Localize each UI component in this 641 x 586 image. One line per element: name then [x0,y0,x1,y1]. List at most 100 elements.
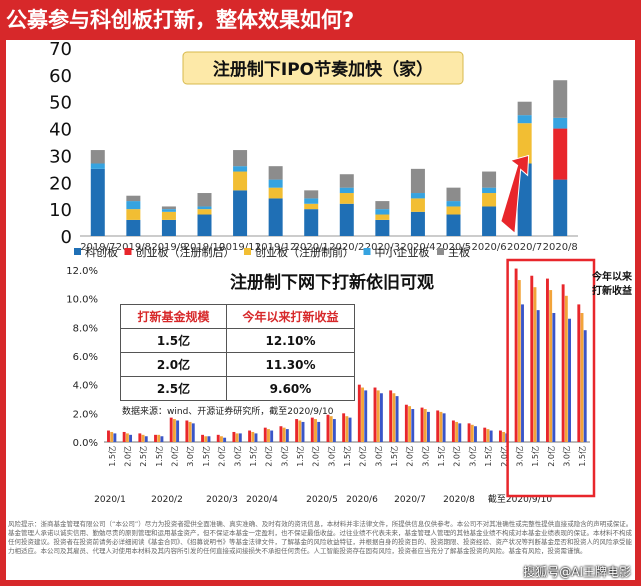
table-header: 今年以来打新收益 [226,304,355,329]
x-tick-label: 2020/5 [436,242,471,253]
bar-segment [339,193,354,204]
return-bar [285,429,289,442]
legend-swatch [363,248,371,255]
return-bar [423,409,427,442]
return-bar [329,416,333,442]
x-tick-label: 2.0亿 [170,446,180,467]
return-bar [122,431,126,442]
legend-swatch [74,248,81,255]
x-tick-label: 1.5亿 [530,446,540,467]
return-bar [530,275,534,442]
x-tick-label: 2019/12 [255,242,297,253]
return-bar [442,413,446,442]
bar-segment [197,214,212,236]
return-bar [207,436,211,442]
legend-swatch [124,248,132,255]
bar-segment [233,171,248,191]
return-bar [439,411,443,442]
return-bar [521,304,524,442]
return-bar [408,406,412,442]
bar-segment [233,166,248,172]
return-bar [204,436,208,442]
return-bar [279,426,283,442]
bar-segment [90,168,105,236]
x-tick-label: 2019/7 [80,242,115,253]
x-tick-label: 2020/7 [507,242,542,253]
x-tick-label: 1.5亿 [248,446,258,467]
table-header: 打新基金规模 [120,304,227,329]
growth-arrow [500,154,530,235]
x-tick-label: 3.0亿 [561,446,571,467]
return-bar [411,409,415,442]
bar-segment [482,193,497,207]
return-bar [185,420,189,442]
x-tick-label: 2.5亿 [138,446,148,467]
return-bar [201,434,205,442]
return-bar [267,429,270,442]
offline-ipo-return-chart: 0.0%2.0%4.0%6.0%8.0%10.0%12.0%1.5亿 2.0亿 2.… [66,258,633,505]
x-tick-label: 2020/1 [294,242,329,253]
x-tick-label: 2019/8 [116,242,151,253]
bar-segment [410,198,425,212]
bar-segment [268,166,283,180]
return-bar [514,268,518,442]
bar-segment [446,214,461,236]
return-bar [216,434,220,442]
bar-segment [446,201,461,207]
return-bar [172,419,176,442]
return-bar [361,387,364,442]
bar-segment [517,163,532,236]
return-bar [295,419,299,442]
return-bar [552,313,556,442]
bar-segment [126,201,141,210]
y-tick-label: 12.0% [66,266,98,277]
return-bar [436,410,440,442]
x-tick-label: 1.5亿 [436,446,446,467]
bar-segment [553,117,568,129]
return-bar [458,423,462,442]
x-tick-label: 2019/9 [151,242,186,253]
bar-segment [446,187,461,202]
legend-label: 主板 [448,245,470,259]
highlight-label: 打新收益 [592,284,632,297]
return-bar [232,431,236,442]
x-tick-label: 2.0亿 [123,446,133,467]
return-bar [270,430,274,442]
x-tick-label: 2.0亿 [452,446,462,467]
legend-label: 创业板（注册制后） [136,245,235,259]
x-tick-label: 2.0亿 [264,446,274,467]
return-bar [549,290,553,442]
return-bar [483,427,487,442]
return-bar [169,417,173,442]
x-tick-label: 3.0亿 [373,446,383,467]
bar-segment [126,209,141,220]
return-bar [235,433,239,442]
table-cell: 1.5亿 [120,328,227,353]
x-tick-label: 2019/11 [219,242,261,253]
return-bar [533,287,537,442]
return-bar [376,390,380,442]
bar-segment [197,206,212,210]
bar-segment [304,209,319,236]
x-tick-label: 1.5亿 [295,446,305,467]
legend-label: 科创板 [85,245,118,259]
x-tick-label: 2020/6 [471,242,506,253]
return-bar [219,436,223,442]
bar-segment [482,187,497,194]
highlight-box [506,258,596,498]
bar-segment [161,211,176,220]
bar-segment [268,187,283,199]
return-bar [342,413,346,442]
return-bar [568,318,571,442]
x-tick-label: 1.5亿 [483,446,493,467]
x-tick-label: 3.0亿 [232,446,242,467]
x-tick-label: 2.0亿 [217,446,227,467]
return-bar [138,433,142,442]
bar-segment [233,150,248,167]
x-tick-label: 1.5亿 [154,446,164,467]
chart2-title: 注册制下网下打新依旧可观 [230,272,434,293]
month-label: 2020/6 [346,495,378,505]
y-tick-label: 40 [49,120,72,141]
table-cell: 9.60% [226,376,355,401]
legend-label: 创业板（注册制前） [255,245,354,259]
